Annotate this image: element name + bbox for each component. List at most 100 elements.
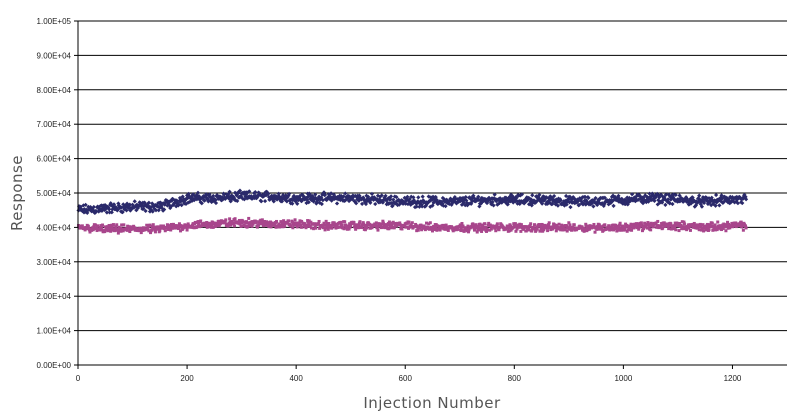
y-tick-label: 4.00E+04 <box>37 223 72 232</box>
series-a-point <box>448 196 453 201</box>
series-b-point <box>358 220 362 224</box>
series-a-point <box>341 194 346 199</box>
series-b-point <box>418 226 422 230</box>
series-b-point <box>561 228 565 232</box>
series-a-point <box>629 196 634 201</box>
series-b-point <box>532 223 536 227</box>
series-b-point <box>334 226 338 230</box>
series-a-point <box>334 201 340 206</box>
series-a-point <box>420 194 425 199</box>
series-b-point <box>597 227 601 231</box>
series-b-point <box>554 229 558 233</box>
series-a-point <box>132 199 137 204</box>
series-b-point <box>403 224 407 228</box>
series-b-point <box>660 222 664 226</box>
series-b-point <box>687 226 691 230</box>
series-b-point <box>429 226 433 230</box>
series-a-point <box>632 195 637 200</box>
series-b-point <box>727 222 731 226</box>
series-a-point <box>319 201 324 207</box>
y-tick-label: 3.00E+04 <box>37 258 72 267</box>
series-b-point <box>434 225 438 229</box>
series-a-point <box>492 192 497 197</box>
series-a-point <box>343 197 348 202</box>
x-tick-label: 600 <box>399 374 413 383</box>
series-a-point <box>199 201 204 206</box>
series-a-point <box>247 189 252 194</box>
series-b-point <box>120 223 124 227</box>
series-a-point <box>419 202 424 207</box>
series-b-point <box>482 226 486 230</box>
series-b-point <box>99 224 103 228</box>
series-a-point <box>92 210 98 216</box>
series-b-point <box>731 224 735 228</box>
series-b-point <box>132 224 136 228</box>
series-a-point <box>719 193 724 198</box>
series-b-point <box>659 224 663 228</box>
series-a-point <box>717 203 722 208</box>
series-b-point <box>704 228 708 232</box>
series-b-point <box>474 223 478 227</box>
series-a-point <box>507 194 513 199</box>
series-a-point <box>699 204 705 209</box>
series-b-point <box>677 229 681 233</box>
series-b-point <box>127 225 131 229</box>
series-b-point <box>193 222 197 226</box>
series-b-point <box>636 224 640 228</box>
series-b-point <box>555 223 559 227</box>
series-b-point <box>309 226 313 230</box>
series-b-point <box>634 222 638 226</box>
series-b-point <box>374 221 378 225</box>
series-b-point <box>628 225 632 229</box>
series-b-point <box>498 225 502 229</box>
series-b-point <box>723 225 727 229</box>
series-b-point <box>158 229 162 233</box>
series-b-point <box>281 221 285 225</box>
series-b-point <box>494 229 498 233</box>
series-b-point <box>275 219 279 223</box>
series-b-point <box>322 221 326 225</box>
y-tick-label: 2.00E+04 <box>37 292 72 301</box>
series-b-point <box>279 220 283 224</box>
series-a-point <box>213 200 219 206</box>
series-b-point <box>471 222 475 226</box>
series-b-point <box>312 227 316 231</box>
series-b-point <box>394 221 398 225</box>
series-b-point <box>380 222 384 226</box>
series-a-point <box>583 202 588 207</box>
series-b-point <box>326 227 330 231</box>
series-a-point <box>431 200 436 205</box>
series-a-point <box>476 194 481 199</box>
series-b-point <box>610 226 614 230</box>
series-b-point <box>199 219 203 223</box>
series-b-point <box>259 218 263 222</box>
series-a-point <box>562 200 568 205</box>
series-b-point <box>149 231 153 235</box>
series-b-point <box>117 225 121 229</box>
series-b-point <box>570 228 574 232</box>
series-b-point <box>566 226 570 230</box>
series-b-point <box>518 222 522 226</box>
series-b-point <box>348 222 352 226</box>
series-b-point <box>239 224 243 228</box>
series-b-point <box>363 228 367 232</box>
series-b-point <box>495 222 499 226</box>
series-b-point <box>483 225 487 229</box>
series-a-point <box>490 199 495 205</box>
series-a-point <box>602 201 607 207</box>
series-b-point <box>96 224 100 228</box>
series-a-point <box>394 194 399 200</box>
series-a-point <box>540 201 545 206</box>
series-b-point <box>269 220 273 224</box>
series-b-point <box>108 227 112 231</box>
series-b-point <box>551 225 555 229</box>
series-a-point <box>363 200 368 205</box>
y-axis-title: Response <box>8 155 26 231</box>
series-a-point <box>591 204 596 209</box>
series-b-point <box>223 221 227 225</box>
series-a-point <box>369 191 375 196</box>
series-a-point <box>568 205 573 210</box>
series-b-point <box>545 226 549 230</box>
series-b-point <box>661 226 665 230</box>
series-b-point <box>121 229 125 233</box>
